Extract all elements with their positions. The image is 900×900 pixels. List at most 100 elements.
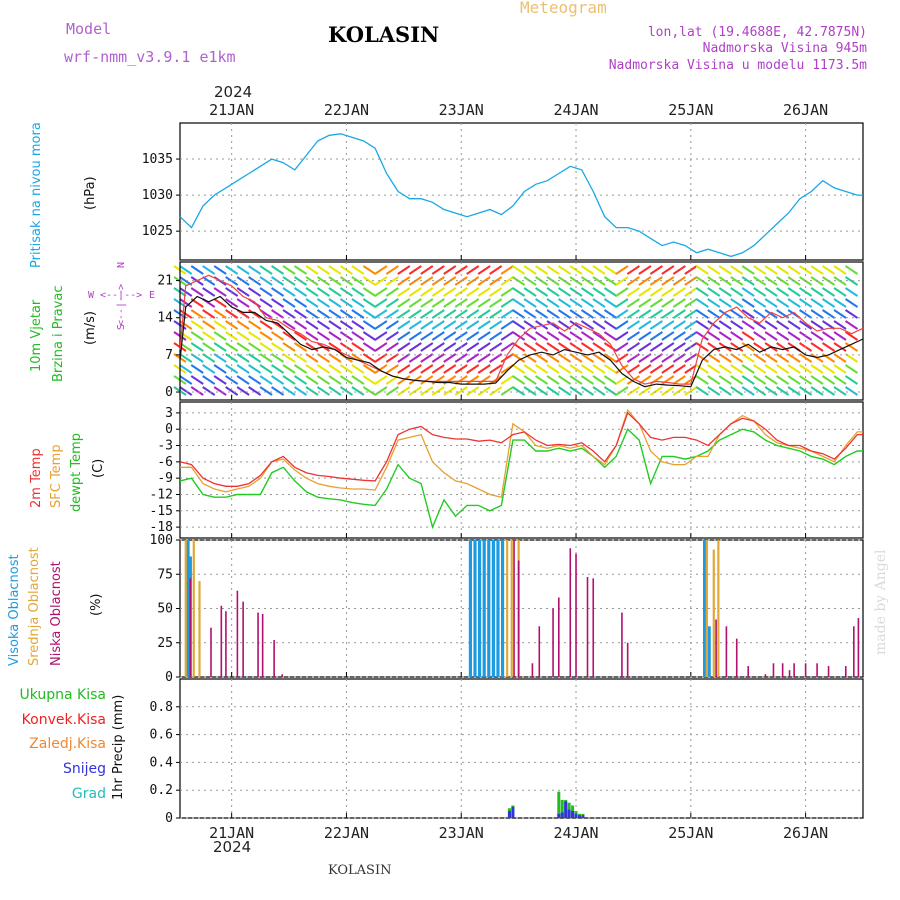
y-tick-label: 1030	[142, 188, 173, 203]
wind-barb	[603, 265, 618, 275]
cloud-bar	[189, 578, 192, 677]
wind-barb	[707, 375, 721, 385]
wind-barb	[293, 320, 308, 330]
cloud-bar	[804, 663, 807, 677]
wind-barb	[259, 375, 273, 385]
wind-barb	[672, 298, 686, 308]
wind-barb	[236, 265, 250, 275]
cloud-bar	[491, 540, 495, 677]
wind-barb	[454, 375, 468, 385]
wind-barb	[799, 375, 813, 385]
wind-barb	[466, 375, 480, 385]
cloud-bar	[500, 540, 505, 677]
cloud-bar	[717, 540, 720, 677]
wind-barb	[512, 364, 526, 374]
elevation: Nadmorska Visina 945m	[702, 41, 867, 56]
cloud-bar	[569, 548, 572, 677]
cloud-bar	[478, 540, 482, 677]
wind-barb	[466, 309, 480, 319]
wind-barb	[328, 375, 342, 385]
wind-barb	[443, 298, 457, 308]
wind-barb	[810, 375, 824, 385]
wind-barb	[385, 298, 399, 308]
wind-barb	[649, 309, 663, 319]
wind-barb	[454, 364, 468, 374]
cloud-bar	[772, 663, 775, 677]
wind-barbs	[173, 265, 859, 396]
wind-barb	[397, 265, 411, 275]
wind-barb	[546, 320, 560, 330]
wind-barb	[730, 364, 744, 374]
wind-barb	[626, 342, 640, 352]
wind-barb	[512, 298, 526, 308]
cloud-bar	[558, 597, 560, 677]
wind-barb	[810, 265, 824, 275]
wind-barb	[580, 364, 595, 374]
wind-barb	[776, 386, 790, 396]
y-tick-label: 1035	[142, 152, 173, 167]
wind-barb	[259, 298, 273, 308]
wind-barb	[592, 342, 606, 352]
wind-barb	[202, 375, 216, 385]
wind-barb	[374, 331, 388, 341]
cloud-bar	[575, 553, 577, 677]
wind-barb	[844, 386, 859, 396]
wind-barb	[626, 331, 640, 341]
wind-barb	[603, 298, 618, 308]
wind-barb	[236, 364, 250, 374]
wind-barb	[271, 331, 285, 341]
wind-barb	[431, 386, 445, 396]
wind-barb	[443, 353, 457, 363]
wind-barb	[787, 375, 801, 385]
wind-barb	[305, 298, 319, 308]
wind-barb	[833, 386, 847, 396]
wind-barb	[328, 364, 342, 374]
wind-barb	[535, 320, 549, 330]
wind-barb	[305, 331, 319, 341]
precip-bar	[557, 791, 561, 818]
wind-barb	[489, 276, 503, 286]
wind-barb	[374, 298, 388, 308]
wind-barb	[213, 309, 227, 319]
y-tick-label: 0	[165, 422, 173, 437]
wind-barb	[753, 342, 767, 352]
wind-barb	[707, 309, 721, 319]
wind-barb	[362, 276, 376, 286]
wind-barb	[293, 364, 308, 374]
wind-barb	[672, 265, 686, 275]
wind-barb	[730, 342, 744, 352]
cloud-bar	[747, 666, 750, 677]
wind-barb	[190, 309, 204, 319]
wind-barb	[776, 364, 790, 374]
wind-barb	[236, 276, 250, 286]
wind-barb	[684, 298, 698, 308]
wind-barb	[649, 364, 663, 374]
wind-barb	[661, 342, 675, 352]
wind-barb	[374, 287, 388, 297]
wind-barb	[787, 265, 801, 275]
wind-barb	[626, 320, 640, 330]
wind-speed-line	[179, 295, 864, 388]
wind-barb	[844, 309, 859, 319]
wind-barb	[293, 265, 308, 275]
wind-barb	[810, 386, 824, 396]
wind-barb	[741, 320, 755, 330]
wind-barb	[523, 342, 537, 352]
wind-barb	[844, 298, 859, 308]
wind-barb	[431, 298, 445, 308]
wind-barb	[305, 375, 319, 385]
wind-barb	[523, 287, 537, 297]
wind-barb	[431, 309, 445, 319]
wind-barb	[328, 276, 342, 286]
wind-barb	[546, 265, 560, 275]
wind-barb	[707, 276, 721, 286]
wind-barb	[764, 353, 778, 363]
wind-barb	[477, 331, 491, 341]
wind-barb	[316, 364, 331, 374]
wind-barb	[753, 331, 767, 341]
y-tick-label: 0	[165, 811, 173, 826]
wind-barb	[259, 364, 273, 374]
y-tick-label: 21	[157, 274, 173, 289]
wind-barb	[179, 364, 193, 374]
wind-barb	[695, 375, 709, 385]
